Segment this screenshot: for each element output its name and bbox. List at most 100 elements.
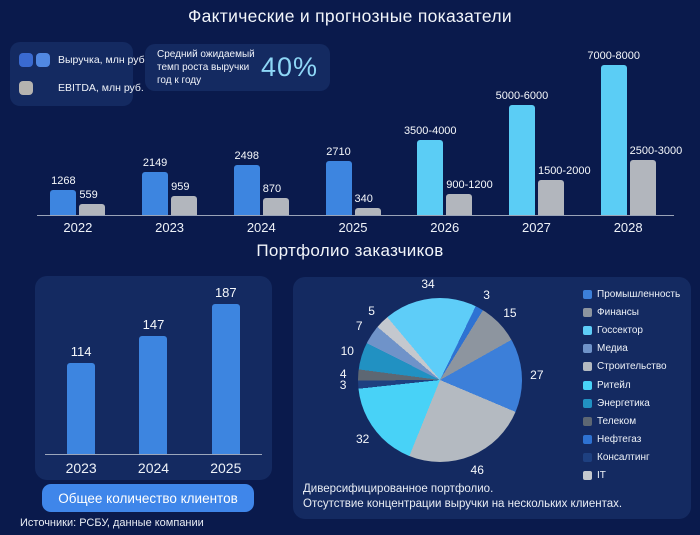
axis-year-label: 2024	[246, 220, 276, 235]
legend-item: IT	[583, 467, 680, 485]
bar-pair: 2149 959	[142, 157, 198, 215]
x-axis-line	[37, 215, 674, 216]
pie-value-label: 3	[483, 287, 490, 302]
pie-value-label: 10	[340, 344, 354, 359]
ebitda-bar-column: 2500-3000	[629, 145, 682, 215]
bar-value-label: 1268	[51, 175, 76, 187]
revenue-bar	[50, 190, 77, 215]
axis-year-label: 2025	[210, 460, 242, 476]
bar-value-label: 340	[354, 193, 373, 205]
legend-item: Медиа	[583, 340, 680, 358]
clients-bar	[211, 304, 240, 454]
ebitda-bar	[171, 196, 198, 215]
legend-item: Энергетика	[583, 394, 680, 412]
revenue-bar-column: 2149	[142, 157, 169, 215]
ebitda-bar	[354, 208, 381, 215]
revenue-bar-column: 2710	[325, 146, 352, 215]
pie-value-label: 46	[470, 462, 484, 477]
axis-year-label: 2024	[137, 460, 170, 476]
ebitda-bar	[79, 204, 106, 215]
axis-year-label: 2027	[521, 220, 551, 235]
bar-value-label: 559	[79, 189, 98, 201]
legend-swatch-icon	[583, 453, 592, 463]
revenue-bar-column: 1268	[50, 175, 77, 215]
bar-value-label: 959	[171, 181, 190, 193]
page-title: Фактические и прогнозные показатели	[188, 6, 512, 26]
legend-swatch-icon	[583, 416, 592, 426]
bar-pair: 3500-4000 900-1200	[404, 125, 493, 215]
axis-year-label: 2026	[430, 220, 460, 235]
revenue-bar-column: 5000-6000	[496, 90, 548, 215]
legend-item: Промышленность	[583, 285, 680, 303]
pie-value-label: 27	[530, 367, 544, 382]
bar-pair: 5000-6000 1500-2000	[496, 90, 591, 215]
pie-value-label: 15	[503, 305, 517, 320]
total-clients-button[interactable]: Общее количество клиентов	[42, 484, 254, 512]
bar-value-label: 3500-4000	[403, 125, 457, 137]
legend-label: Консалтинг	[597, 452, 650, 464]
legend-swatch-icon	[583, 307, 592, 317]
legend-label: Телеком	[597, 415, 637, 427]
clients-bar-column: 114 2023	[66, 276, 97, 476]
clients-bar-column: 187 2025	[210, 276, 241, 476]
chart-group-2023: 2149 959 2023	[124, 49, 216, 235]
ebitda-bar-column: 340	[354, 193, 381, 215]
legend-item: Госсектор	[583, 321, 680, 339]
revenue-bar	[233, 165, 260, 215]
pie-value-label: 4	[339, 366, 347, 381]
revenue-bar-column: 3500-4000	[404, 125, 457, 215]
revenue-bar	[600, 65, 627, 215]
bar-value-label: 2498	[234, 150, 260, 162]
clients-panel: 114 2023 147 2024 187 2025	[35, 276, 272, 480]
chart-group-2025: 2710 340 2025	[307, 49, 399, 235]
ebitda-bar	[446, 194, 473, 215]
growth-rate-text: Средний ожидаемый темп роста выручки год…	[157, 49, 255, 86]
legend-swatch-icon	[583, 471, 592, 481]
ebitda-bar-column: 870	[262, 183, 289, 215]
revenue-ebitda-chart: 1268 559 2022 2149 959 2023 2498 870 2024 2710 340…	[32, 49, 682, 235]
bar-pair: 2498 870	[233, 150, 289, 215]
legend-label: IT	[597, 470, 606, 482]
axis-year-label: 2028	[613, 220, 643, 235]
ebitda-bar	[629, 160, 656, 215]
legend-swatch-icon	[583, 344, 592, 354]
ebitda-swatch-icon	[19, 80, 33, 95]
axis-year-label: 2023	[155, 220, 185, 235]
axis-year-label: 2025	[338, 220, 368, 235]
pie-value-label: 32	[355, 431, 370, 446]
revenue-forecast-swatch-icon	[36, 53, 50, 68]
axis-year-label: 2023	[65, 460, 97, 476]
legend-label: Энергетика	[597, 397, 650, 409]
ebitda-bar-column: 959	[171, 181, 198, 215]
legend-swatch-icon	[583, 325, 592, 335]
revenue-actual-swatch-icon	[19, 53, 33, 68]
legend-item: Строительство	[583, 358, 680, 376]
chart-group-2027: 5000-6000 1500-2000 2027	[491, 49, 591, 235]
pie-value-label: 3	[339, 378, 347, 393]
revenue-bar-column: 2498	[233, 150, 260, 215]
revenue-bar	[142, 172, 169, 215]
legend-swatch-icon	[583, 380, 592, 390]
ebitda-bar-column: 900-1200	[446, 179, 493, 215]
ebitda-bar	[262, 198, 289, 215]
clients-chart: 114 2023 147 2024 187 2025	[45, 276, 262, 476]
chart-group-2024: 2498 870 2024	[215, 49, 307, 235]
series-legend-card: Выручка, млн руб. EBITDA, млн руб.	[10, 42, 148, 106]
bar-value-label: 1500-2000	[537, 165, 591, 177]
bar-value-label: 147	[142, 317, 165, 332]
chart-group-2026: 3500-4000 900-1200 2026	[399, 49, 493, 235]
bar-value-label: 900-1200	[446, 179, 493, 191]
legend-item: Телеком	[583, 412, 680, 430]
section-title: Портфолио заказчиков	[256, 241, 444, 260]
legend-item: Ритейл	[583, 376, 680, 394]
legend-swatch-icon	[583, 362, 592, 372]
legend-swatch-icon	[583, 398, 592, 408]
pie-legend: Промышленность Финансы Госсектор Медиа Строи…	[583, 285, 680, 485]
portfolio-pie-chart: 34 3 15 27 46 32 3 4 10 7 5	[293, 277, 691, 519]
chart-groups: 1268 559 2022 2149 959 2023 2498 870 2024 2710 340…	[32, 49, 682, 235]
bar-value-label: 187	[214, 285, 237, 300]
legend-swatch-icon	[583, 289, 592, 299]
revenue-legend-label: Выручка, млн руб.	[58, 54, 148, 67]
bar-value-label: 870	[262, 183, 282, 195]
legend-label: Финансы	[597, 306, 639, 318]
